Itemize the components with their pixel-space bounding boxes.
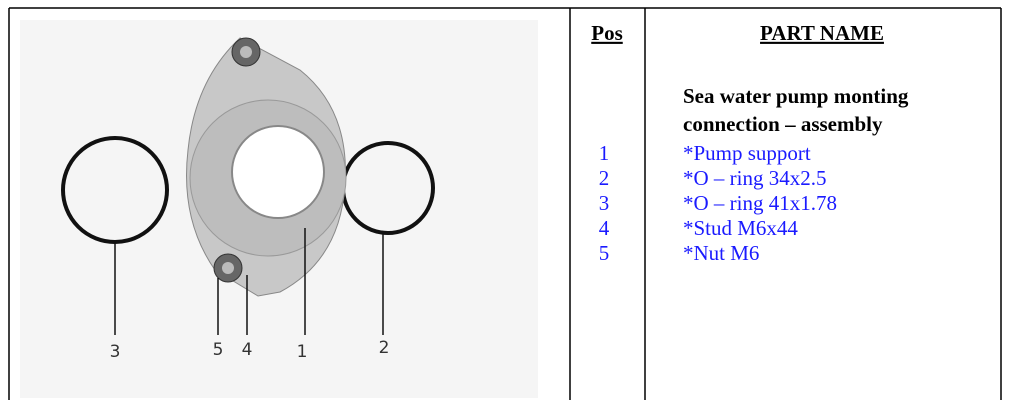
callout-label: 5 xyxy=(213,340,224,360)
pos-number: 1 xyxy=(599,141,610,165)
pos-number: 2 xyxy=(599,166,610,190)
assembly-title: connection – assembly xyxy=(683,112,883,136)
part-name: *Stud M6x44 xyxy=(683,216,798,240)
part-name-header: PART NAME xyxy=(760,21,884,45)
callout-label: 3 xyxy=(110,342,121,362)
pos-header: Pos xyxy=(591,21,623,45)
pos-number: 4 xyxy=(599,216,610,240)
callout-label: 4 xyxy=(242,340,253,360)
callout-label: 2 xyxy=(379,338,390,358)
part-name: *Pump support xyxy=(683,141,811,165)
part-name: *O – ring 41x1.78 xyxy=(683,191,837,215)
assembly-title: Sea water pump monting xyxy=(683,84,909,108)
assembly-figure: 3 5 4 1 2 xyxy=(20,20,538,398)
part-name: *Nut M6 xyxy=(683,241,759,265)
pos-number: 3 xyxy=(599,191,610,215)
callout-label: 1 xyxy=(297,342,308,362)
table-frame xyxy=(8,7,1002,400)
part-name: *O – ring 34x2.5 xyxy=(683,166,827,190)
parts-list: 1 *Pump support 2 *O – ring 34x2.5 3 *O – rin… xyxy=(599,141,837,265)
pos-number: 5 xyxy=(599,241,610,265)
